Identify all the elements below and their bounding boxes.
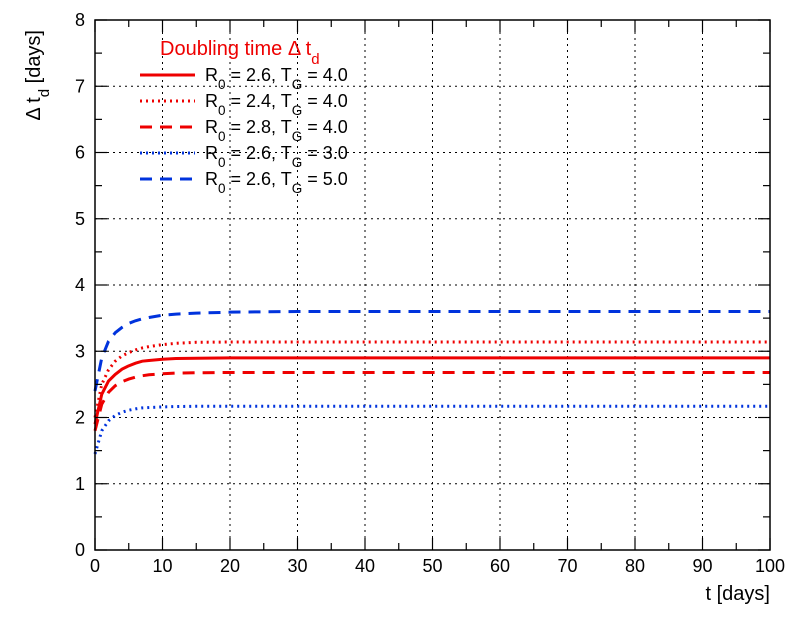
chart-svg: 0102030405060708090100012345678t [days]Δ…: [0, 0, 796, 622]
svg-text:100: 100: [755, 556, 785, 576]
svg-text:20: 20: [220, 556, 240, 576]
svg-text:6: 6: [75, 143, 85, 163]
svg-text:30: 30: [287, 556, 307, 576]
doubling-time-chart: 0102030405060708090100012345678t [days]Δ…: [0, 0, 796, 622]
svg-text:70: 70: [557, 556, 577, 576]
svg-text:50: 50: [422, 556, 442, 576]
svg-text:90: 90: [692, 556, 712, 576]
svg-text:7: 7: [75, 76, 85, 96]
svg-text:t [days]: t [days]: [706, 583, 770, 605]
svg-text:0: 0: [75, 540, 85, 560]
svg-text:3: 3: [75, 341, 85, 361]
svg-text:60: 60: [490, 556, 510, 576]
svg-text:40: 40: [355, 556, 375, 576]
svg-text:1: 1: [75, 474, 85, 494]
svg-text:4: 4: [75, 275, 85, 295]
svg-text:5: 5: [75, 209, 85, 229]
svg-text:10: 10: [152, 556, 172, 576]
svg-text:2: 2: [75, 408, 85, 428]
svg-text:0: 0: [90, 556, 100, 576]
svg-text:8: 8: [75, 10, 85, 30]
svg-text:80: 80: [625, 556, 645, 576]
